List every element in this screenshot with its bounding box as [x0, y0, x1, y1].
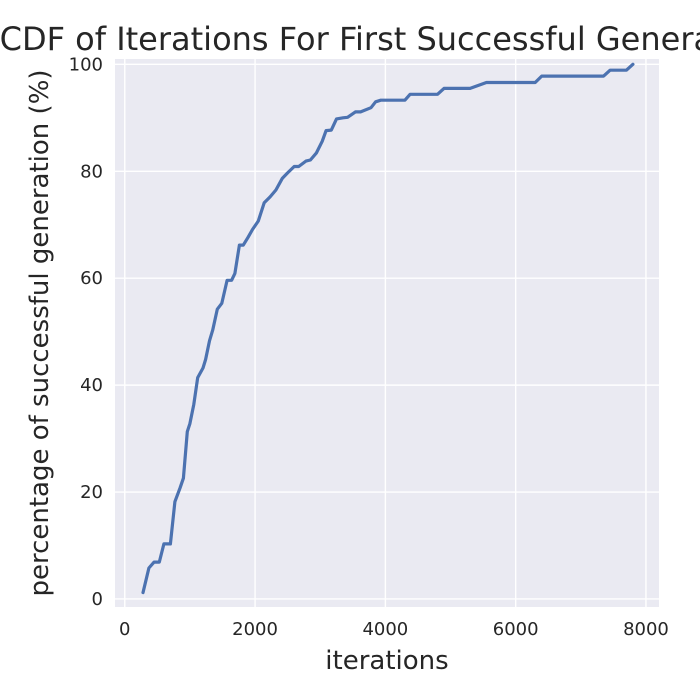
y-tick-label: 40 — [80, 375, 103, 396]
y-tick-label: 60 — [80, 268, 103, 289]
x-tick-label: 0 — [119, 619, 130, 640]
tick-labels: 0 2000 4000 6000 8000 0 20 40 60 80 100 — [69, 54, 669, 640]
x-axis-title: iterations — [325, 646, 448, 676]
plot-background — [115, 59, 659, 607]
y-tick-label: 80 — [80, 161, 103, 182]
grid-lines — [115, 59, 659, 607]
x-tick-label: 4000 — [362, 619, 408, 640]
y-tick-label: 20 — [80, 482, 103, 503]
y-tick-label: 0 — [92, 589, 103, 610]
x-tick-label: 8000 — [623, 619, 669, 640]
cdf-series-line — [141, 62, 635, 595]
chart-title: CDF of Iterations For First Successful G… — [0, 20, 700, 58]
x-tick-label: 6000 — [493, 619, 539, 640]
series-layer — [141, 62, 635, 595]
y-axis-title: percentage of successful generation (%) — [25, 69, 55, 596]
x-tick-label: 2000 — [232, 619, 278, 640]
y-tick-label: 100 — [69, 54, 103, 75]
